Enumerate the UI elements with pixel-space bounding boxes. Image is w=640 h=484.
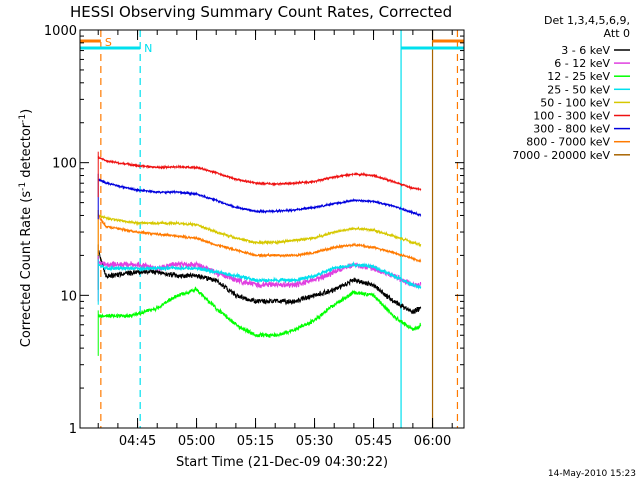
- y-tick-label: 1000: [44, 24, 77, 39]
- series-line-100-300-kev: [97, 155, 422, 192]
- series-line-25-50-kev: [97, 261, 422, 290]
- axes: 1 10 100 1000 04:45 05:00 05:15 05:30 05:45 06:00: [44, 24, 465, 449]
- y-tick-label: 10: [60, 289, 77, 304]
- x-tick-label: 05:00: [178, 434, 215, 449]
- x-tick-label: 04:45: [119, 434, 156, 449]
- x-tick-label: 05:45: [355, 434, 392, 449]
- series-line-300-800-kev: [97, 178, 422, 218]
- legend-label: 800 - 7000 keV: [526, 136, 610, 149]
- series-line-800-7000-kev: [97, 213, 422, 264]
- series-line-6-12-kev: [97, 258, 422, 289]
- legend-label: 7000 - 20000 keV: [512, 149, 610, 162]
- legend-label: 12 - 25 keV: [547, 70, 610, 83]
- series-layer: [97, 151, 422, 356]
- plot-frame: [79, 29, 465, 429]
- legend-label: 3 - 6 keV: [561, 44, 610, 57]
- chart-title: HESSI Observing Summary Count Rates, Cor…: [70, 3, 452, 21]
- timestamp-footer: 14-May-2010 15:23: [548, 469, 636, 479]
- legend-header-att: Att 0: [604, 27, 630, 40]
- y-axis-label: Corrected Count Rate (s-1 detector-1): [18, 109, 34, 347]
- legend-label: 25 - 50 keV: [547, 83, 610, 96]
- legend-label: 6 - 12 keV: [554, 57, 610, 70]
- y-tick-label: 1: [69, 422, 77, 437]
- series-line-50-100-kev: [97, 213, 422, 248]
- legend-label: 100 - 300 keV: [533, 110, 610, 123]
- legend-label: 300 - 800 keV: [533, 123, 610, 136]
- legend-label: 50 - 100 keV: [540, 96, 610, 109]
- series-line-12-25-kev: [98, 286, 422, 338]
- annotation-n: N: [144, 42, 152, 55]
- x-tick-label: 05:30: [296, 434, 333, 449]
- x-axis-label: Start Time (21-Dec-09 04:30:22): [176, 455, 388, 470]
- x-tick-label: 06:00: [414, 434, 451, 449]
- y-tick-label: 100: [52, 157, 77, 172]
- x-tick-label: 05:15: [237, 434, 274, 449]
- legend-header: Det 1,3,4,5,6,9,: [544, 14, 630, 27]
- svg-text:Corrected Count Rate (s-1 dete: Corrected Count Rate (s-1 detector-1): [18, 109, 34, 347]
- annotation-s: S: [105, 36, 112, 49]
